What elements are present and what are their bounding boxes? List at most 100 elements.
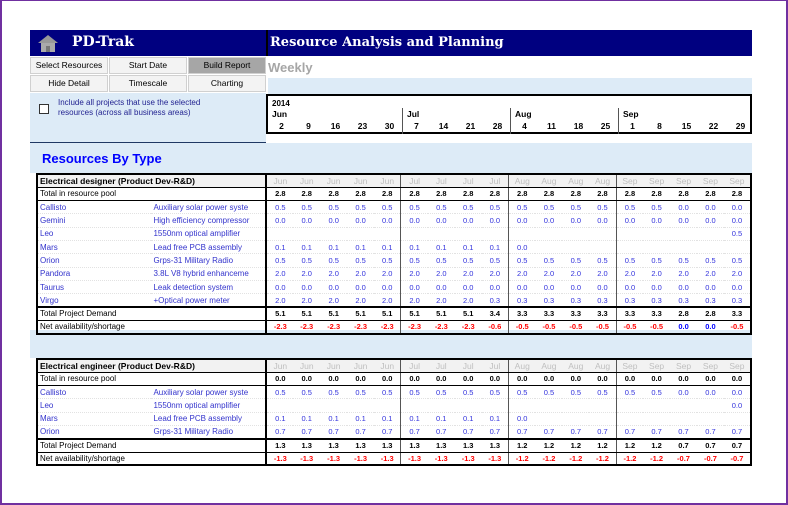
project-row-project: Auxiliary solar power syste [151, 200, 267, 215]
project-row-cell [293, 398, 321, 413]
project-row-cell: 0.5 [535, 200, 563, 215]
project-row-cell: 0.0 [508, 412, 536, 426]
total-demand-row-cell: 3.3 [562, 305, 590, 321]
project-row-cell: 0.1 [265, 412, 294, 426]
project-row-cell: 2.0 [508, 267, 536, 281]
project-row-cell: 0.0 [670, 200, 697, 215]
project-row-cell [643, 412, 671, 426]
project-row-cell [535, 240, 563, 255]
project-row-cell [347, 227, 375, 241]
project-row-cell [615, 412, 644, 426]
project-row-cell: 0.5 [562, 385, 590, 400]
charting-button[interactable]: Charting [188, 75, 266, 92]
project-row-cell: 0.0 [508, 280, 536, 295]
project-row-cell: 0.5 [265, 200, 294, 215]
project-row-cell: 0.5 [400, 385, 428, 400]
timescale-button[interactable]: Timescale [109, 75, 187, 92]
total-demand-row-cell: 1.3 [320, 437, 348, 453]
group-header-cell: Jul [427, 172, 455, 188]
project-row-cell: 0.5 [535, 253, 563, 268]
project-row-cell: 0.7 [615, 425, 644, 440]
resource-pool-row-cell: 2.8 [374, 187, 401, 202]
project-row-cell: 0.5 [347, 200, 375, 215]
project-row-cell: 2.0 [265, 293, 294, 308]
net-availability-row-cell: -2.3 [293, 320, 321, 335]
project-row-cell [670, 412, 697, 426]
project-row-cell: 0.7 [293, 425, 321, 440]
project-row-cell: 0.0 [481, 213, 509, 228]
total-demand-row-cell: 5.1 [293, 305, 321, 321]
total-demand-row-cell: 1.3 [481, 437, 509, 453]
build-report-button[interactable]: Build Report [188, 57, 266, 74]
project-row-cell: 0.5 [723, 253, 751, 268]
project-row-cell: 2.0 [320, 267, 348, 281]
project-row-cell: 2.0 [293, 293, 321, 308]
select-resources-button[interactable]: Select Resources [30, 57, 108, 74]
week-day-label: 14 [438, 121, 449, 131]
group-header-cell: Jun [347, 357, 374, 373]
project-row-cell: 0.5 [697, 253, 724, 268]
project-row-cell [562, 240, 590, 255]
project-row-cell: 0.0 [374, 213, 401, 228]
total-demand-row-cell: 2.8 [697, 305, 724, 321]
project-row-cell [293, 227, 321, 241]
project-row: Gemini High efficiency compressor 0.0 0.0 0.… [37, 213, 751, 228]
project-row-cell: 0.1 [347, 240, 375, 255]
hide-detail-button[interactable]: Hide Detail [30, 75, 108, 92]
project-row-cell [374, 398, 401, 413]
project-row-cell: 0.0 [400, 213, 428, 228]
resource-pool-row-cell: 2.8 [562, 187, 590, 202]
project-row-label: Pandora [37, 267, 152, 281]
month-label: Aug [515, 109, 532, 119]
project-row-cell: 2.0 [347, 267, 375, 281]
project-row-cell [562, 412, 590, 426]
project-row-cell: 0.0 [293, 280, 321, 295]
total-demand-row-cell: 0.7 [696, 437, 724, 453]
project-row-cell [696, 412, 724, 426]
project-row-cell: 0.3 [481, 293, 509, 308]
total-demand-row-cell: 1.2 [562, 437, 590, 453]
group-header-cell: Jul [454, 172, 482, 188]
project-row-cell [670, 240, 697, 255]
project-row-label: Mars [37, 240, 152, 255]
timeline-header: 2014 Jun 2 9 16 23 30 Jul 7 14 21 28 Aug 4 11 18 25 Sep 1… [266, 94, 752, 134]
net-availability-row-cell: -1.3 [265, 452, 294, 467]
group-header-cell: Jun [374, 172, 401, 188]
include-projects-checkbox[interactable] [39, 104, 49, 114]
week-day-label: 29 [735, 121, 746, 131]
net-availability-row-cell: -0.5 [615, 320, 644, 335]
resource-pool-row-cell: 2.8 [697, 187, 724, 202]
group-header: Electrical engineer (Product Dev-R&D) Jun… [37, 357, 751, 373]
group-header-cell: Jun [293, 357, 321, 373]
resource-pool-row-cell: 0.0 [562, 372, 590, 387]
project-row-cell: 2.0 [374, 293, 401, 308]
project-row-cell [615, 227, 644, 241]
project-row-project: High efficiency compressor [151, 213, 267, 228]
project-row-cell [723, 240, 751, 255]
total-demand-row-cell: 3.3 [589, 305, 617, 321]
project-row-cell: 0.1 [481, 240, 509, 255]
net-availability-row-cell: 0.0 [697, 320, 724, 335]
project-row-project: +Optical power meter [151, 293, 267, 308]
project-row-label: Leo [37, 227, 152, 241]
section-title: Resources By Type [42, 151, 162, 166]
project-row-cell: 0.0 [293, 213, 321, 228]
project-row-cell: 0.5 [589, 200, 617, 215]
resource-pool-row-cell: 2.8 [427, 187, 455, 202]
total-demand-row-cell: 1.2 [615, 437, 644, 453]
total-demand-row-cell: 1.2 [535, 437, 563, 453]
project-row-cell: 0.7 [562, 425, 590, 440]
project-row-cell: 0.3 [723, 293, 751, 308]
project-row-label: Virgo [37, 293, 152, 308]
project-row-cell: 0.5 [454, 253, 482, 268]
home-icon[interactable] [36, 33, 60, 53]
project-row-cell: 0.3 [535, 293, 563, 308]
project-row-cell: 0.0 [535, 213, 563, 228]
total-demand-row: Total Project Demand 5.1 5.1 5.1 5.1 5.1 5.1 5.… [37, 305, 751, 321]
project-row-cell: 0.7 [427, 425, 455, 440]
resource-table: Electrical engineer (Product Dev-R&D) Jun… [36, 357, 752, 467]
start-date-button[interactable]: Start Date [109, 57, 187, 74]
project-row-cell: 0.5 [454, 200, 482, 215]
net-availability-row-cell: 0.0 [670, 320, 697, 335]
project-row-cell: 0.0 [320, 213, 348, 228]
